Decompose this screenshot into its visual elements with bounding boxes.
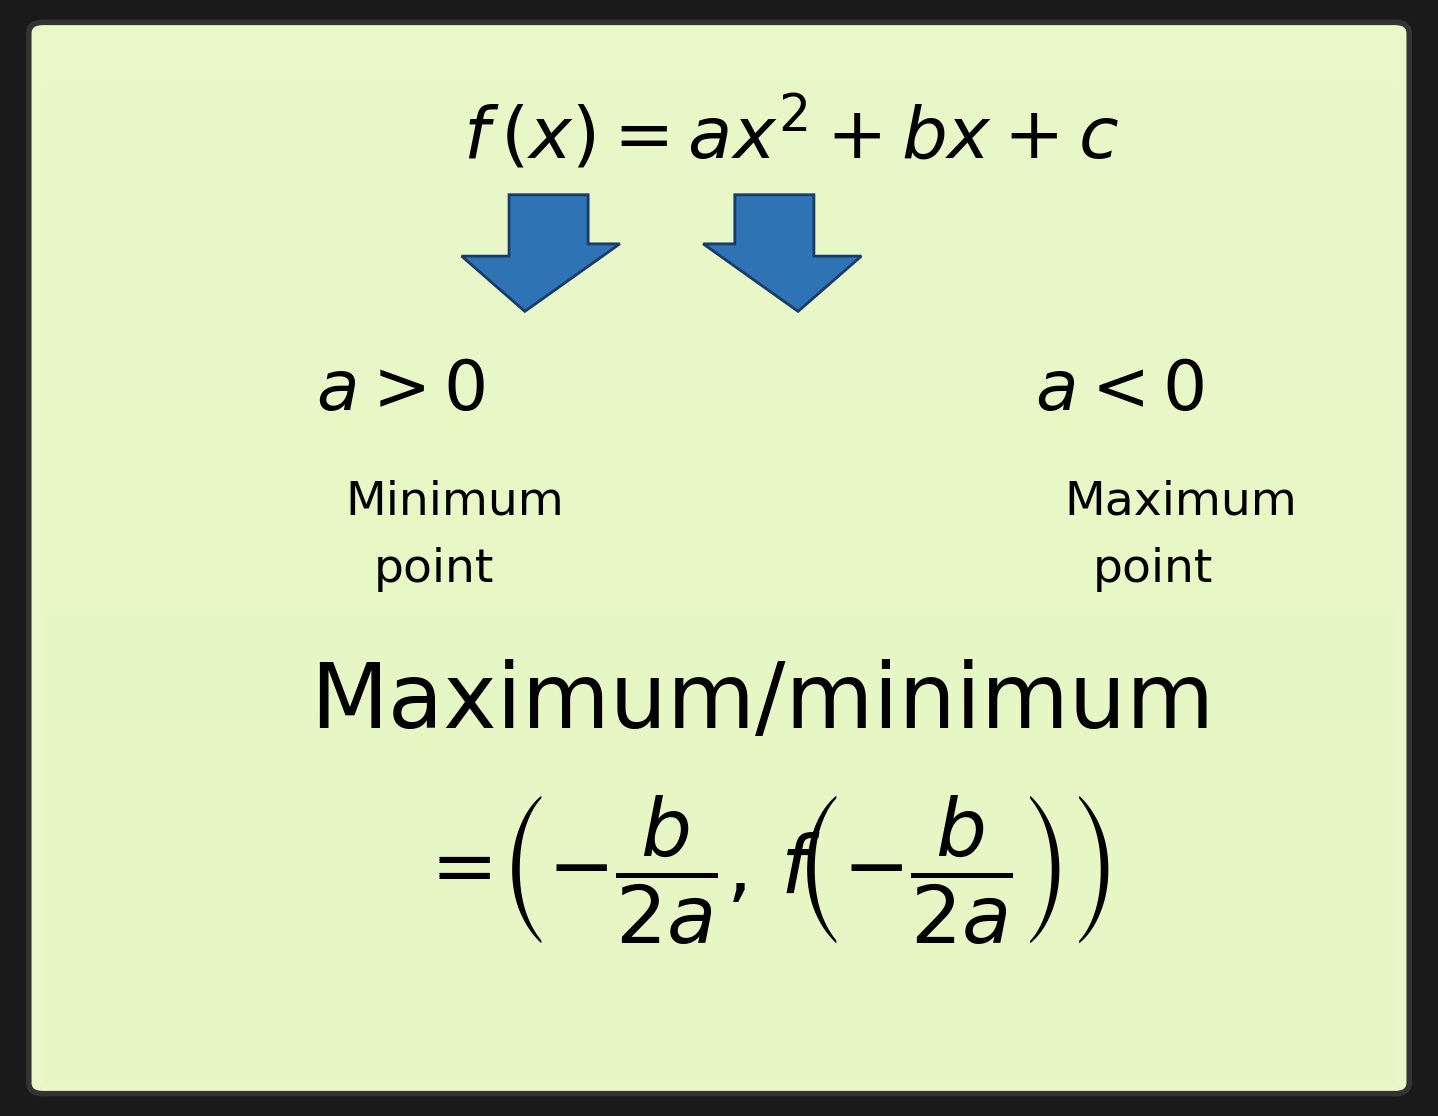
Text: $a > 0$: $a > 0$ xyxy=(316,357,486,424)
Text: Maximum: Maximum xyxy=(1064,480,1297,525)
Text: Minimum: Minimum xyxy=(345,480,564,525)
Text: $a < 0$: $a < 0$ xyxy=(1035,357,1205,424)
FancyBboxPatch shape xyxy=(29,22,1409,1094)
Polygon shape xyxy=(703,194,861,311)
Polygon shape xyxy=(462,194,620,311)
Text: Maximum/minimum: Maximum/minimum xyxy=(311,660,1214,747)
Text: point: point xyxy=(1093,547,1214,591)
Text: $=\!\left(-\dfrac{b}{2a},\,f\!\left(-\dfrac{b}{2a}\right)\right)$: $=\!\left(-\dfrac{b}{2a},\,f\!\left(-\df… xyxy=(414,793,1110,947)
Text: point: point xyxy=(374,547,495,591)
Text: $f\,(x) = ax^2 + bx + c$: $f\,(x) = ax^2 + bx + c$ xyxy=(463,94,1119,174)
